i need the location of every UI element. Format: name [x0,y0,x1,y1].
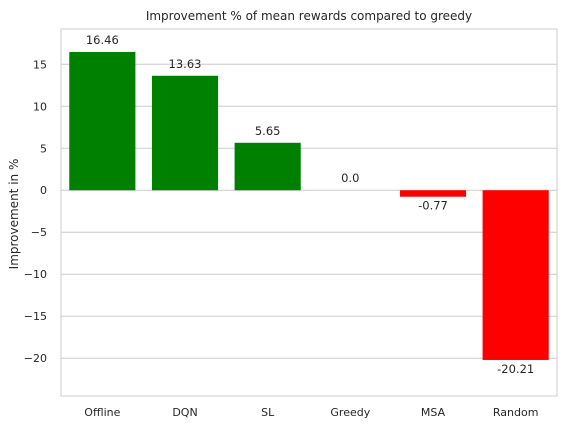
data-label: 5.65 [255,124,281,138]
x-tick-label: Random [493,406,539,419]
y-tick-labels: 15 10 5 0 −5 −10 −15 −20 [24,58,47,365]
x-tick-label: MSA [421,406,446,419]
plot-frame [60,28,558,397]
bar-msa [399,190,467,197]
y-tick-label: 10 [33,100,47,113]
data-label: -0.77 [418,199,448,213]
gridlines [61,63,557,359]
chart-title: Improvement % of mean rewards compared t… [146,9,472,23]
y-tick-label: 5 [40,142,47,155]
data-label: 0.0 [341,171,359,185]
y-tick-label: 15 [33,58,47,71]
x-tick-label: Greedy [330,406,370,419]
bar-dqn [151,75,219,191]
y-tick-label: −15 [24,310,47,323]
x-tick-label: DQN [172,406,197,419]
bar-random [482,190,549,360]
data-label: -20.21 [497,362,534,376]
x-tick-label: Offline [84,406,120,419]
data-label: 16.46 [86,33,119,47]
x-tick-labels: Offline DQN SL Greedy MSA Random [84,406,538,419]
y-axis-label: Improvement in % [7,159,21,270]
bar-sl [234,142,301,191]
x-tick-label: SL [261,406,275,419]
data-label: 13.63 [169,57,202,71]
data-labels: 16.46 13.63 5.65 0.0 -0.77 -20.21 [86,33,534,376]
y-tick-label: 0 [40,184,47,197]
bars [69,52,549,360]
bar-offline [69,52,136,191]
y-tick-label: −5 [31,226,47,239]
y-tick-label: −20 [24,352,47,365]
y-tick-label: −10 [24,268,47,281]
